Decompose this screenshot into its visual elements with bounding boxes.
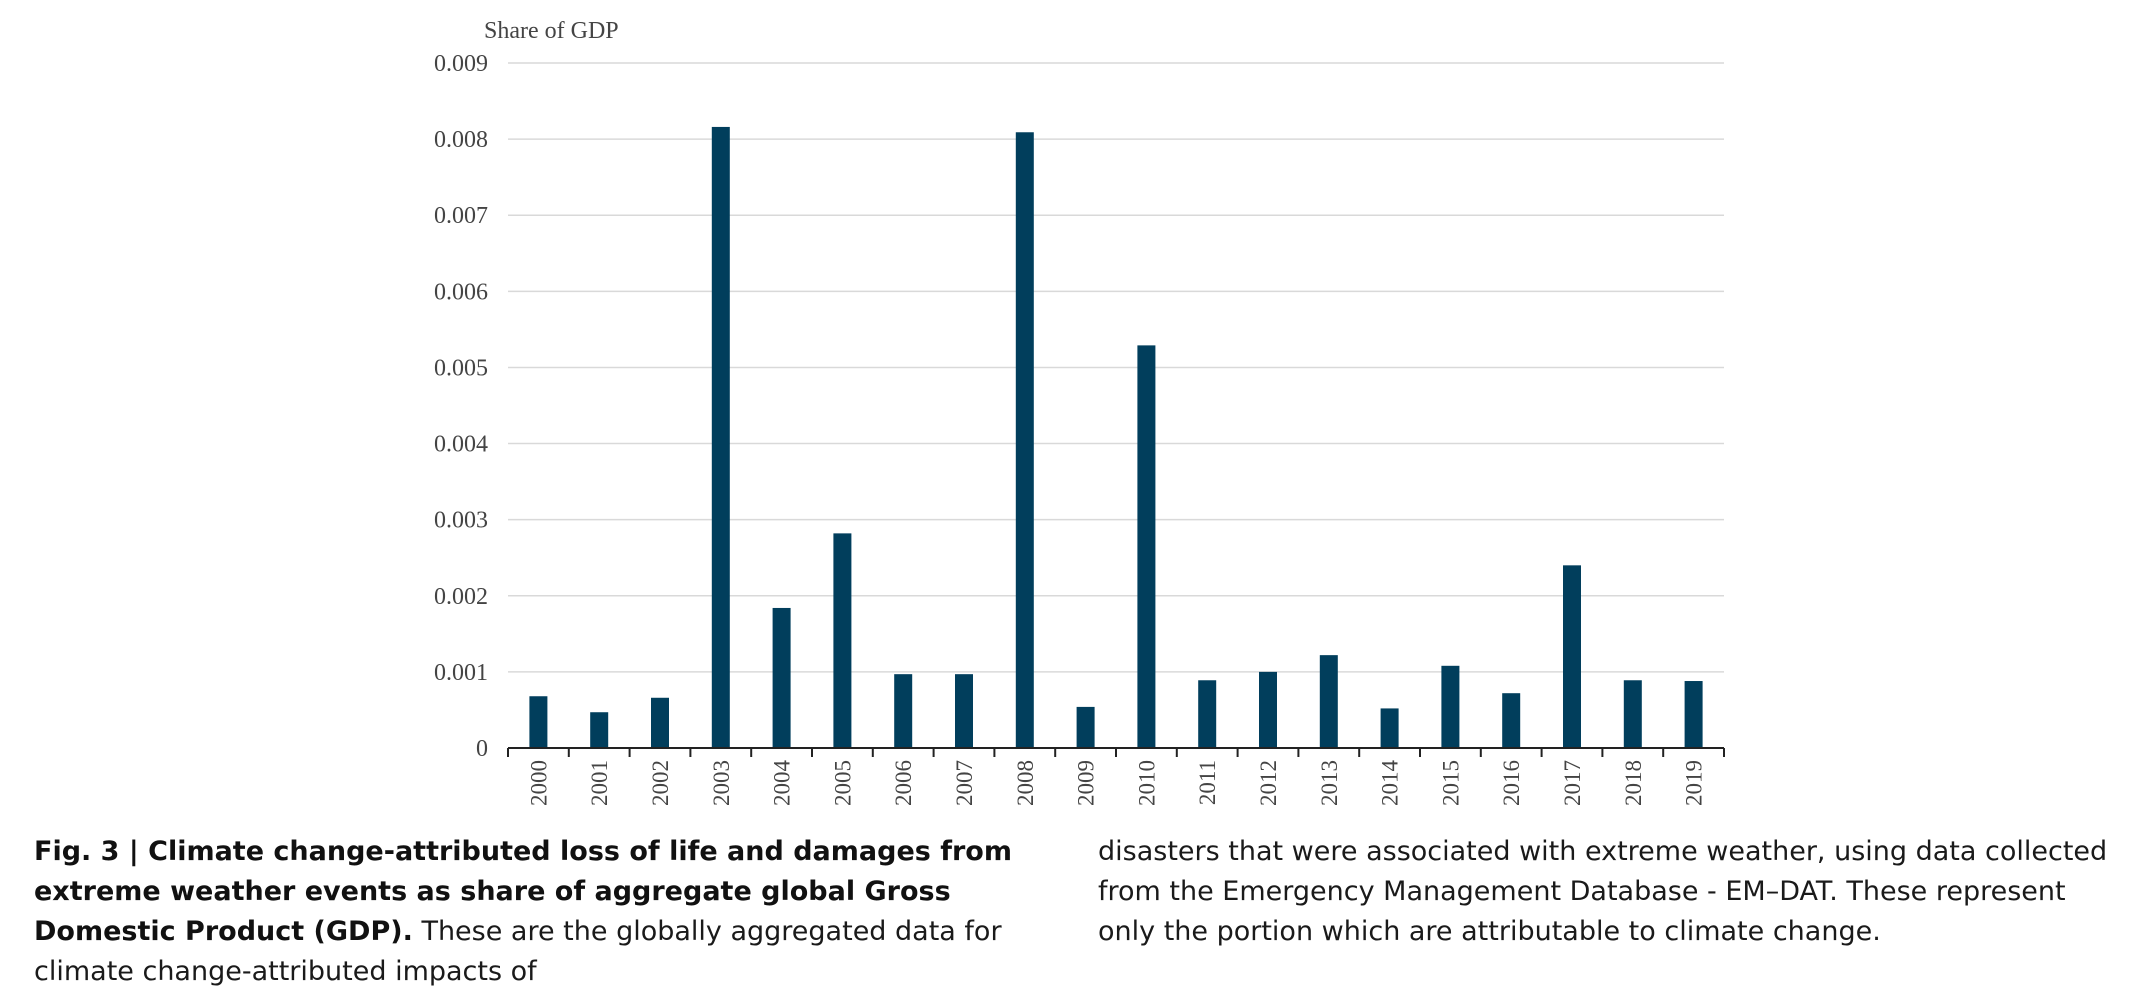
bar-2007 <box>955 674 973 748</box>
y-tick-label: 0.008 <box>434 127 488 153</box>
bar-2003 <box>711 126 730 748</box>
y-tick-label: 0.004 <box>434 432 488 458</box>
x-tick-label: 2007 <box>952 760 977 806</box>
figure-caption-right: disasters that were associated with extr… <box>1098 832 2118 952</box>
bar-chart: Share of GDP 00.0010.0020.0030.0040.0050… <box>434 18 1725 807</box>
bar-2008 <box>1015 132 1034 748</box>
bar-2005 <box>833 533 852 748</box>
bar-2018 <box>1623 680 1642 748</box>
y-tick-label: 0.005 <box>434 355 488 381</box>
bar-2006 <box>894 674 913 748</box>
x-tick-label: 2004 <box>770 760 795 807</box>
bar-2004 <box>772 607 791 748</box>
y-tick-label: 0.006 <box>434 279 488 305</box>
x-tick-label: 2002 <box>648 760 673 806</box>
y-tick-label: 0.001 <box>434 660 488 686</box>
bar-2014 <box>1380 708 1399 748</box>
x-tick-label: 2005 <box>830 760 855 806</box>
gridlines <box>508 62 1724 673</box>
bar-2001 <box>590 712 609 748</box>
x-tick-label: 2015 <box>1438 760 1463 806</box>
x-tick-label: 2008 <box>1013 760 1038 806</box>
x-tick-label: 2003 <box>709 760 734 806</box>
x-axis <box>507 747 1725 757</box>
y-tick-label: 0.007 <box>434 203 488 229</box>
x-tick-label: 2010 <box>1134 760 1159 806</box>
y-tick-label: 0.002 <box>434 584 488 610</box>
y-axis-label: Share of GDP <box>484 18 619 44</box>
x-tick-label: 2016 <box>1499 760 1524 806</box>
y-tick-label: 0.003 <box>434 508 488 534</box>
x-tick-label: 2017 <box>1560 760 1585 806</box>
bars <box>529 126 1703 748</box>
x-tick-label: 2018 <box>1621 760 1646 806</box>
bar-2016 <box>1502 693 1521 748</box>
x-axis-ticks: 2000 2001 2002 2003 2004 2005 2006 2007 2008 2009… <box>526 760 1706 807</box>
bar-2012 <box>1259 671 1277 748</box>
bar-2017 <box>1563 565 1581 748</box>
bar-2000 <box>529 696 548 748</box>
x-tick-label: 2006 <box>891 760 916 806</box>
bar-2019 <box>1684 681 1703 748</box>
x-tick-label: 2014 <box>1378 760 1403 807</box>
bar-2010 <box>1137 345 1156 748</box>
figure-caption-title: Fig. 3 | Climate change-attributed loss … <box>34 836 1012 947</box>
x-tick-label: 2012 <box>1256 760 1281 806</box>
bar-2009 <box>1076 706 1095 748</box>
x-tick-label: 2011 <box>1195 760 1220 805</box>
bar-2011 <box>1198 680 1217 748</box>
y-tick-label: 0.009 <box>434 51 488 77</box>
figure-caption-left: Fig. 3 | Climate change-attributed loss … <box>34 832 1084 992</box>
x-tick-label: 2001 <box>587 760 612 806</box>
x-tick-label: 2000 <box>526 760 551 806</box>
bar-2002 <box>651 697 669 748</box>
x-tick-label: 2009 <box>1074 760 1099 806</box>
y-axis-ticks: 0 0.001 0.002 0.003 0.004 0.005 0.006 0.007 0.00… <box>434 51 488 762</box>
figure-caption-text-right: disasters that were associated with extr… <box>1098 836 2108 947</box>
x-tick-label: 2019 <box>1682 760 1707 806</box>
bar-2015 <box>1441 665 1460 748</box>
y-tick-label: 0 <box>476 736 488 762</box>
bar-2013 <box>1319 655 1338 748</box>
x-tick-label: 2013 <box>1317 760 1342 806</box>
